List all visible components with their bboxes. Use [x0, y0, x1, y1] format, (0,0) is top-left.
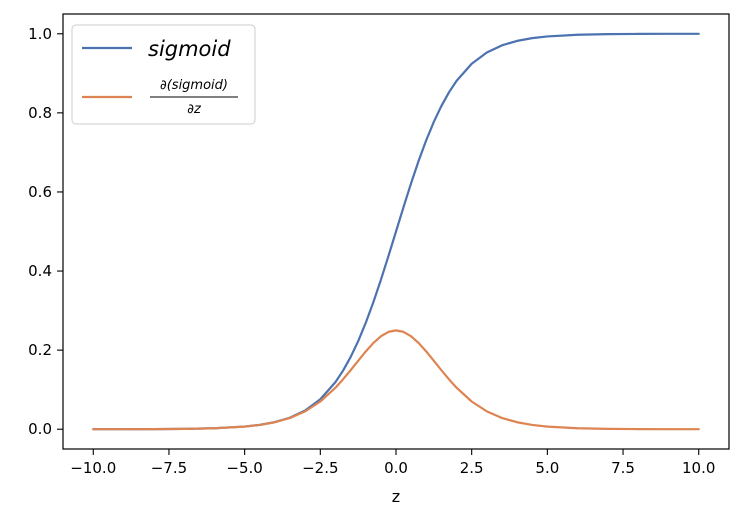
x-tick-label: 7.5 — [611, 459, 635, 477]
y-tick-label: 1.0 — [28, 25, 52, 43]
x-tick-label: −2.5 — [302, 459, 338, 477]
y-tick-label: 0.2 — [28, 341, 52, 359]
x-tick-label: 10.0 — [682, 459, 715, 477]
x-tick-label: 2.5 — [460, 459, 484, 477]
legend-label-derivative-numerator: ∂(sigmoid) — [160, 78, 228, 93]
series-layer — [92, 32, 700, 431]
x-tick-label: −10.0 — [70, 459, 116, 477]
x-tick-label: 0.0 — [384, 459, 408, 477]
y-axis: 0.0 0.2 0.4 0.6 0.8 1.0 — [28, 25, 63, 438]
legend-label-sigmoid: sigmoid — [148, 37, 231, 61]
y-tick-label: 0.0 — [28, 420, 52, 438]
y-tick-label: 0.8 — [28, 104, 52, 122]
legend: sigmoid ∂(sigmoid) ∂z — [71, 24, 256, 125]
legend-box — [71, 24, 256, 125]
y-tick-label: 0.6 — [28, 183, 52, 201]
x-axis-label: z — [392, 487, 400, 506]
legend-label-derivative-denominator: ∂z — [187, 102, 202, 117]
series-line-1 — [92, 329, 700, 431]
y-tick-label: 0.4 — [28, 262, 52, 280]
x-tick-label: −7.5 — [151, 459, 187, 477]
x-axis: −10.0 −7.5 −5.0 −2.5 0.0 2.5 5.0 7.5 10.0 — [70, 449, 715, 477]
x-tick-label: 5.0 — [535, 459, 559, 477]
x-tick-label: −5.0 — [226, 459, 262, 477]
